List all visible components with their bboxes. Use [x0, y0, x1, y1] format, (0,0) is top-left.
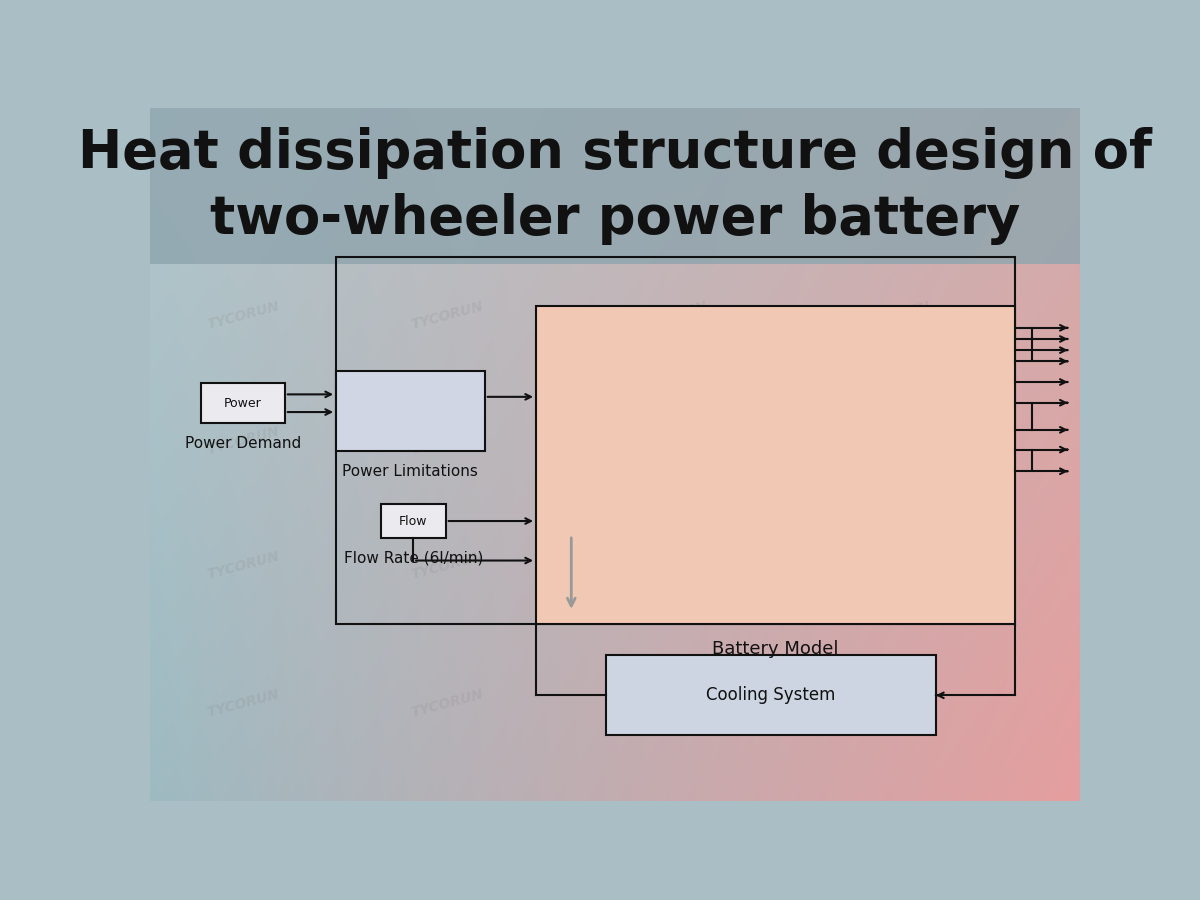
Text: TYCORUN: TYCORUN [205, 688, 281, 720]
Bar [536, 305, 1015, 625]
Text: TYCORUN: TYCORUN [410, 688, 485, 720]
Text: Battery Model: Battery Model [712, 640, 839, 658]
Text: Power: Power [224, 397, 262, 410]
Text: TYCORUN: TYCORUN [634, 182, 708, 214]
Text: TYCORUN: TYCORUN [857, 549, 931, 581]
Bar [380, 504, 445, 537]
Text: Flow Rate (6l/min): Flow Rate (6l/min) [343, 550, 482, 565]
Text: TYCORUN: TYCORUN [410, 549, 485, 581]
Text: TYCORUN: TYCORUN [634, 424, 708, 457]
Text: TYCORUN: TYCORUN [205, 549, 281, 581]
Bar [336, 257, 1015, 625]
Bar [202, 383, 284, 423]
Text: Heat dissipation structure design of
two-wheeler power battery: Heat dissipation structure design of two… [78, 127, 1152, 245]
Text: TYCORUN: TYCORUN [634, 549, 708, 581]
Text: TYCORUN: TYCORUN [634, 300, 708, 332]
Text: TYCORUN: TYCORUN [410, 424, 485, 457]
Text: Power Demand: Power Demand [185, 436, 301, 451]
Text: TYCORUN: TYCORUN [857, 300, 931, 332]
Bar [606, 655, 936, 735]
Text: Power Limitations: Power Limitations [342, 464, 479, 479]
Text: TYCORUN: TYCORUN [410, 300, 485, 332]
Text: TYCORUN: TYCORUN [205, 182, 281, 214]
Text: TYCORUN: TYCORUN [634, 688, 708, 720]
Text: TYCORUN: TYCORUN [857, 182, 931, 214]
Text: Cooling System: Cooling System [706, 687, 835, 705]
Text: Flow: Flow [398, 515, 427, 527]
Text: TYCORUN: TYCORUN [857, 688, 931, 720]
Text: TYCORUN: TYCORUN [205, 424, 281, 457]
Text: TYCORUN: TYCORUN [410, 182, 485, 214]
Text: TYCORUN: TYCORUN [205, 300, 281, 332]
Bar [150, 108, 1080, 264]
Text: TYCORUN: TYCORUN [857, 424, 931, 457]
Bar [336, 372, 485, 451]
